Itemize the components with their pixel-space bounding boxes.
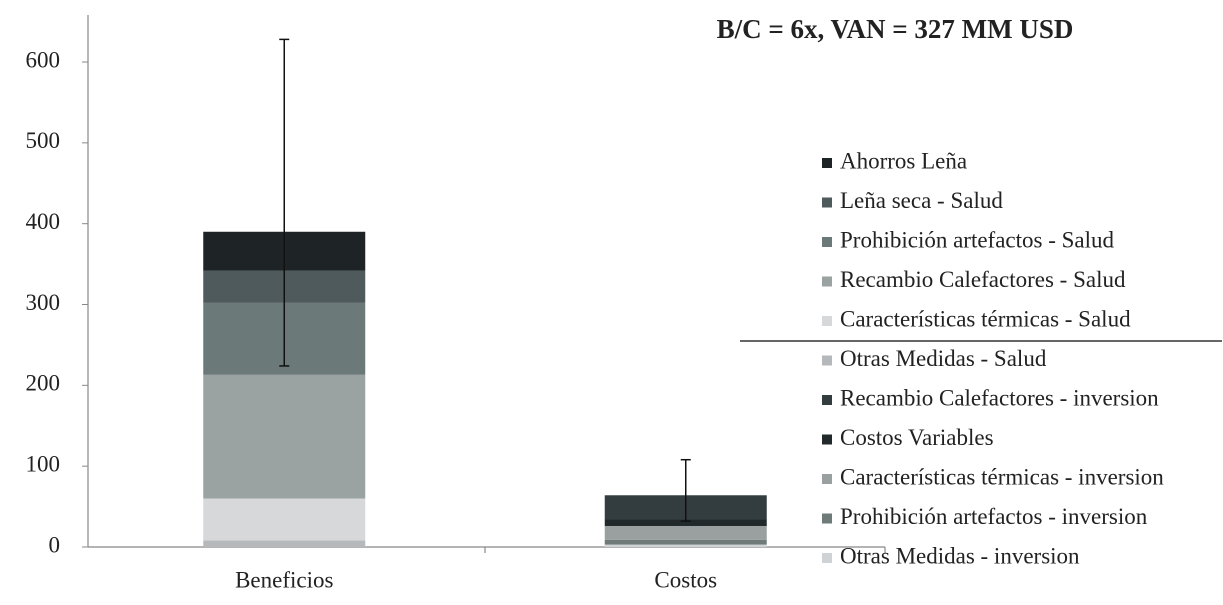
y-tick-label: 100 xyxy=(26,451,61,476)
legend-label: Ahorros Leña xyxy=(840,148,967,173)
annotation: B/C = 6x, VAN = 327 MM USD xyxy=(717,14,1074,44)
legend-label: Prohibición artefactos - inversion xyxy=(840,504,1148,529)
legend-marker xyxy=(822,553,832,563)
legend-marker xyxy=(822,197,832,208)
y-tick-label: 200 xyxy=(26,371,61,396)
x-tick-label: Beneficios xyxy=(235,567,333,592)
legend-label: Prohibición artefactos - Salud xyxy=(840,227,1115,252)
legend-marker xyxy=(822,434,832,445)
bar-segment xyxy=(203,540,366,547)
legend-label: Recambio Calefactores - Salud xyxy=(840,267,1126,292)
y-tick-label: 400 xyxy=(26,209,61,234)
bar-segment xyxy=(203,498,366,541)
legend-label: Otras Medidas - Salud xyxy=(840,346,1047,371)
legend-marker xyxy=(822,355,832,366)
bar-segment xyxy=(604,519,767,526)
legend-label: Recambio Calefactores - inversion xyxy=(840,385,1159,410)
x-tick-label: Costos xyxy=(654,567,717,592)
legend-marker xyxy=(822,276,832,287)
bar-segment xyxy=(604,544,767,547)
legend-marker xyxy=(822,158,832,168)
legend-label: Otras Medidas - inversion xyxy=(840,543,1080,568)
legend-marker xyxy=(822,474,832,484)
legend-label: Leña seca - Salud xyxy=(840,188,1003,213)
legend-label: Características térmicas - Salud xyxy=(840,306,1131,331)
bar-segment xyxy=(203,374,366,499)
y-tick-label: 600 xyxy=(26,47,61,72)
legend-marker xyxy=(822,513,832,524)
legend-marker xyxy=(822,395,832,405)
y-tick-label: 500 xyxy=(26,128,61,153)
bar-segment xyxy=(604,539,767,545)
y-tick-label: 0 xyxy=(49,532,61,557)
legend-label: Costos Variables xyxy=(840,425,994,450)
legend-marker xyxy=(822,316,832,326)
y-tick-label: 300 xyxy=(26,290,61,315)
bar-segment xyxy=(604,525,767,540)
legend-marker xyxy=(822,237,832,247)
legend-label: Características térmicas - inversion xyxy=(840,464,1164,489)
